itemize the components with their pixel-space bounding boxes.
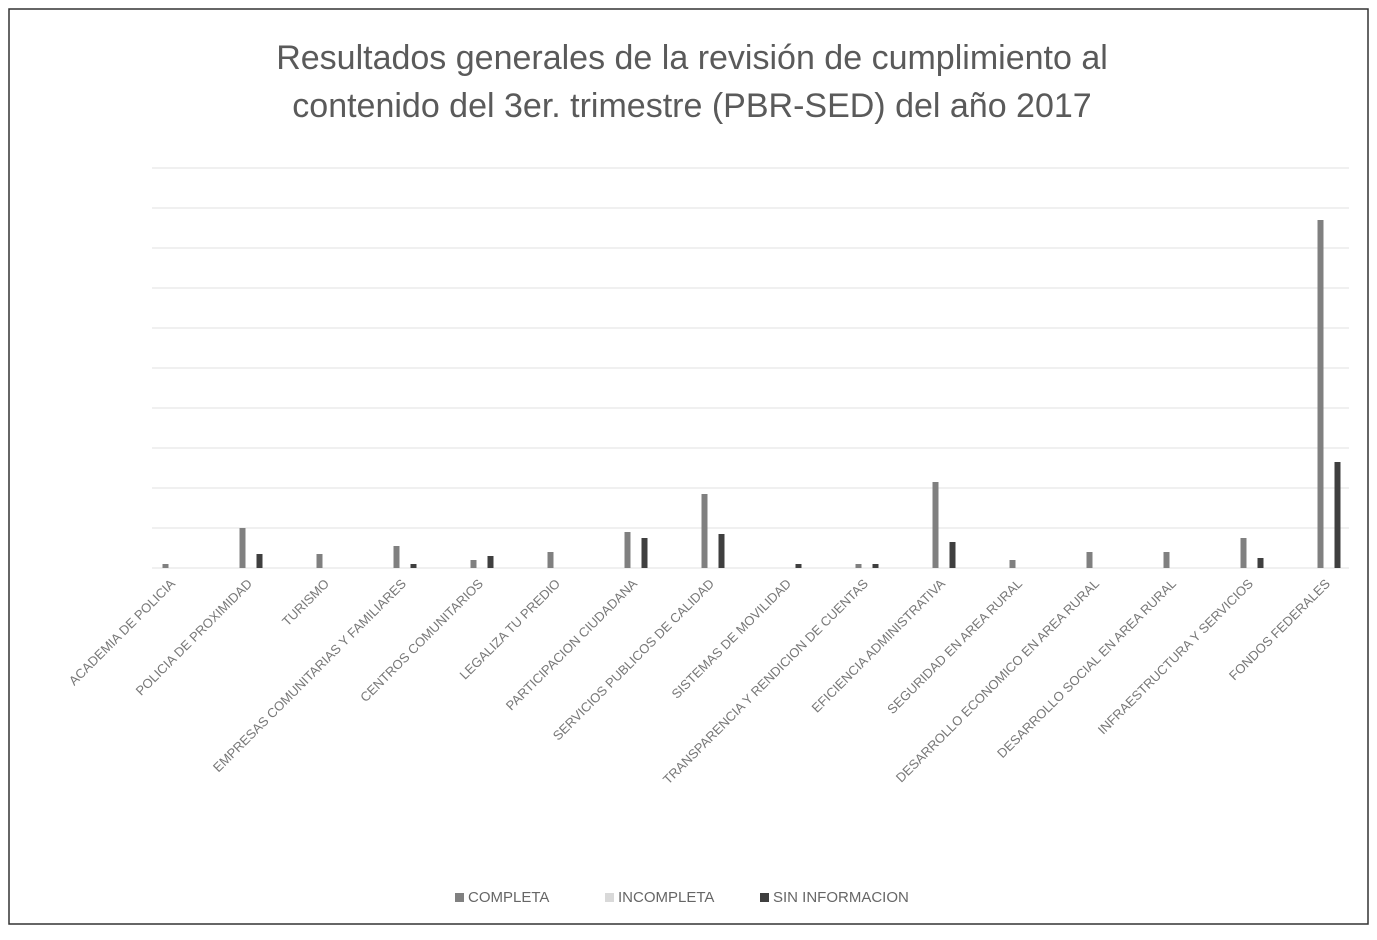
- bar: [1240, 538, 1247, 568]
- bar: [855, 564, 862, 568]
- bar: [547, 552, 554, 568]
- bar: [487, 556, 494, 568]
- bar: [701, 494, 708, 568]
- legend-label: INCOMPLETA: [618, 889, 714, 906]
- legend-swatch: [605, 893, 614, 902]
- bar: [1163, 552, 1170, 568]
- bar: [1009, 560, 1016, 568]
- chart-title: contenido del 3er. trimestre (PBR-SED) d…: [292, 87, 1091, 125]
- bar: [393, 546, 400, 568]
- bar: [239, 528, 246, 568]
- bar: [410, 564, 417, 568]
- bar: [641, 538, 648, 568]
- legend-swatch: [760, 893, 769, 902]
- legend-label: SIN INFORMACION: [773, 889, 909, 906]
- bar: [795, 564, 802, 568]
- legend-swatch: [455, 893, 464, 902]
- bar: [949, 542, 956, 568]
- chart-title: Resultados generales de la revisión de c…: [276, 39, 1108, 77]
- bar: [1334, 462, 1341, 568]
- bar: [932, 482, 939, 568]
- bar: [162, 564, 169, 568]
- bar: [872, 564, 879, 568]
- bar: [1086, 552, 1093, 568]
- bar: [470, 560, 477, 568]
- bar: [624, 532, 631, 568]
- chart-frame: [8, 8, 1369, 925]
- bar: [256, 554, 263, 568]
- bar: [1257, 558, 1264, 568]
- bar: [316, 554, 323, 568]
- bar: [718, 534, 725, 568]
- bar: [1317, 220, 1324, 568]
- legend-label: COMPLETA: [468, 889, 549, 906]
